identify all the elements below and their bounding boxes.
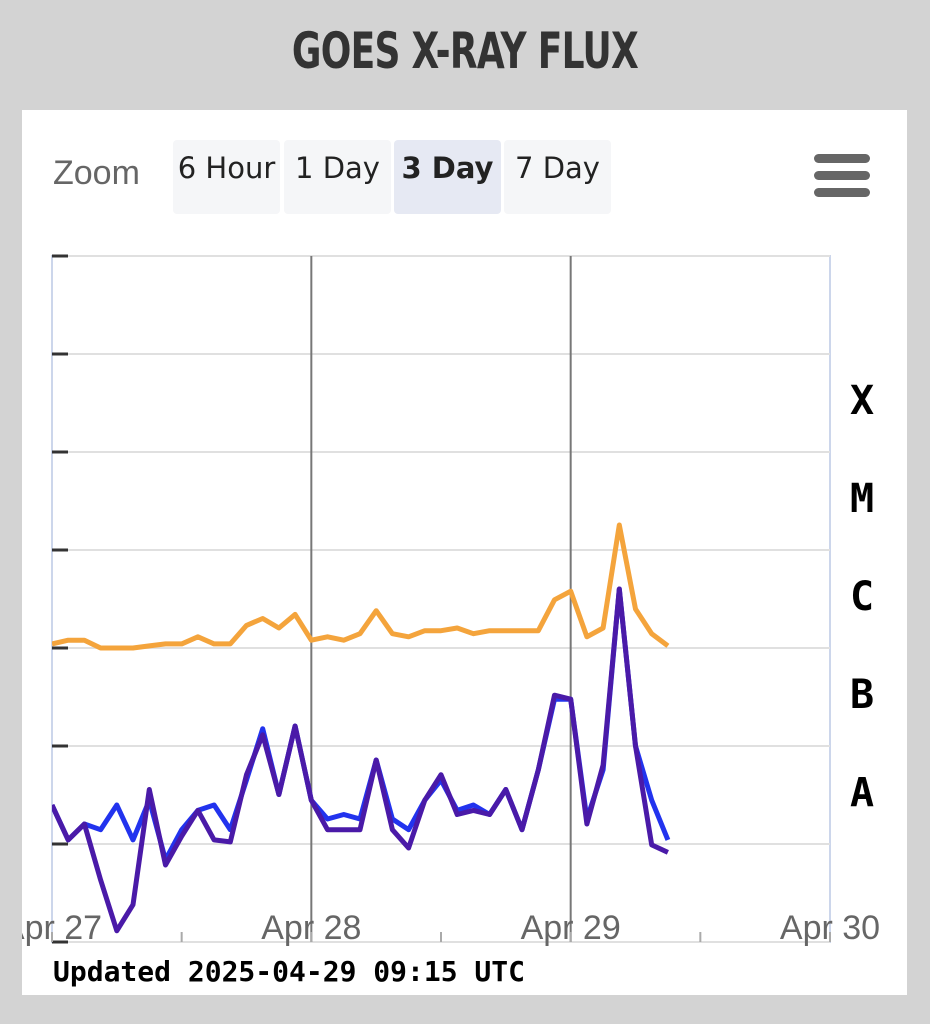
x-tick-label: Apr 29 [521,909,621,947]
zoom-label: Zoom [53,154,140,192]
flare-class-label: B [850,672,874,718]
x-tick-label: Apr 30 [780,909,880,947]
series-line [52,522,670,651]
flare-class-label: M [850,476,874,522]
flare-class-label: C [850,574,874,620]
x-tick-label: Apr 27 [22,909,102,947]
chart: Apr 27 Apr 28 Apr 29 Apr 30 A B C M X [22,254,880,947]
flare-class-label: X [850,378,874,424]
flare-class-label: A [850,770,874,816]
plot-area [51,255,831,943]
updated-timestamp: Updated 2025-04-29 09:15 UTC [53,955,526,988]
series-line [52,586,669,934]
zoom-button[interactable]: 7 Day [504,140,611,214]
page-title: GOES X-RAY FLUX [291,22,639,80]
chart-panel: Zoom Apr 27 Apr 28 Apr 29 Apr 30 A B C M X Updat… [22,110,907,995]
zoom-button[interactable]: 3 Day [394,140,501,214]
menu-button[interactable] [814,154,870,200]
x-tick-label: Apr 28 [261,909,361,947]
zoom-button[interactable]: 6 Hour [173,140,280,214]
zoom-button[interactable]: 1 Day [284,140,391,214]
